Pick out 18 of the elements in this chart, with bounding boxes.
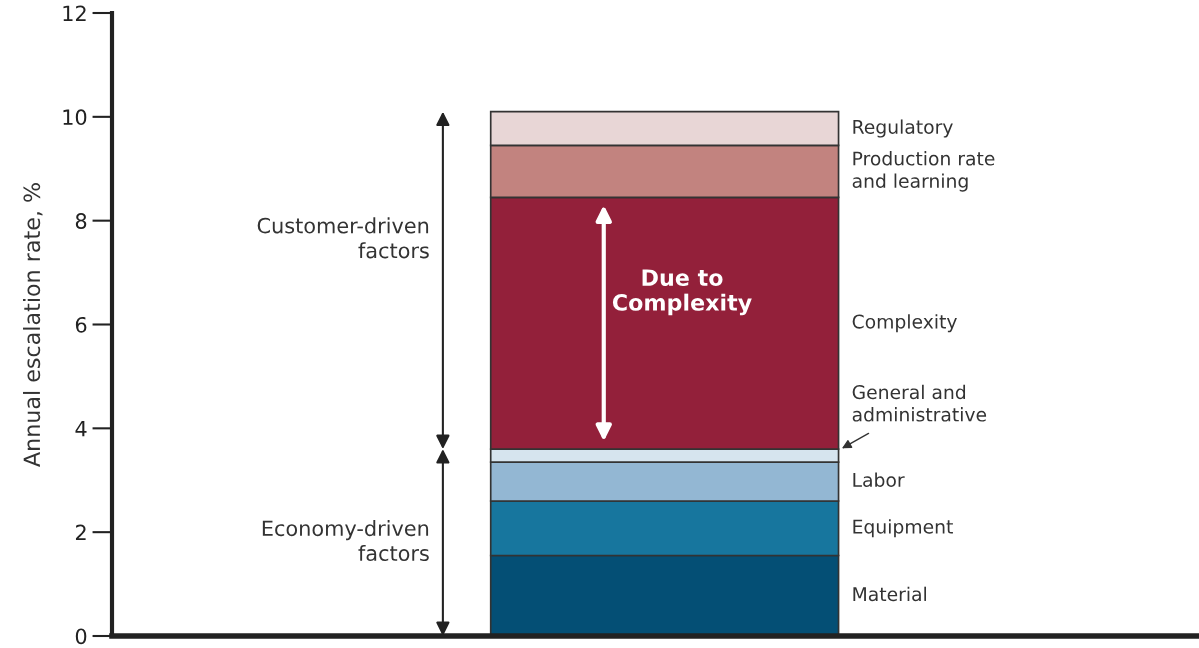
- y-tick-label: 8: [75, 213, 87, 229]
- series-label: Complexity: [852, 314, 957, 333]
- series-label: Regulatory: [853, 119, 953, 138]
- y-tick-label: 4: [75, 421, 87, 437]
- annotation: Due to Complexity: [612, 269, 752, 316]
- series-label: Labor: [853, 472, 905, 487]
- series-label: Material: [853, 586, 927, 602]
- y-tick-label: 10: [63, 109, 87, 126]
- y-tick-label: 0: [75, 628, 87, 645]
- annotation: Customer-driven factors: [257, 217, 429, 259]
- y-tick-label: 2: [75, 524, 86, 541]
- series-label: Equipment: [853, 519, 953, 538]
- series-label: General and administrative: [852, 384, 987, 422]
- series-label: Production rate and learning: [852, 151, 995, 192]
- y-axis-title: Annual escalation rate, %: [23, 183, 43, 467]
- y-tick-label: 12: [63, 5, 86, 21]
- annotation: Economy-driven factors: [262, 520, 429, 562]
- y-tick-label: 6: [75, 316, 87, 333]
